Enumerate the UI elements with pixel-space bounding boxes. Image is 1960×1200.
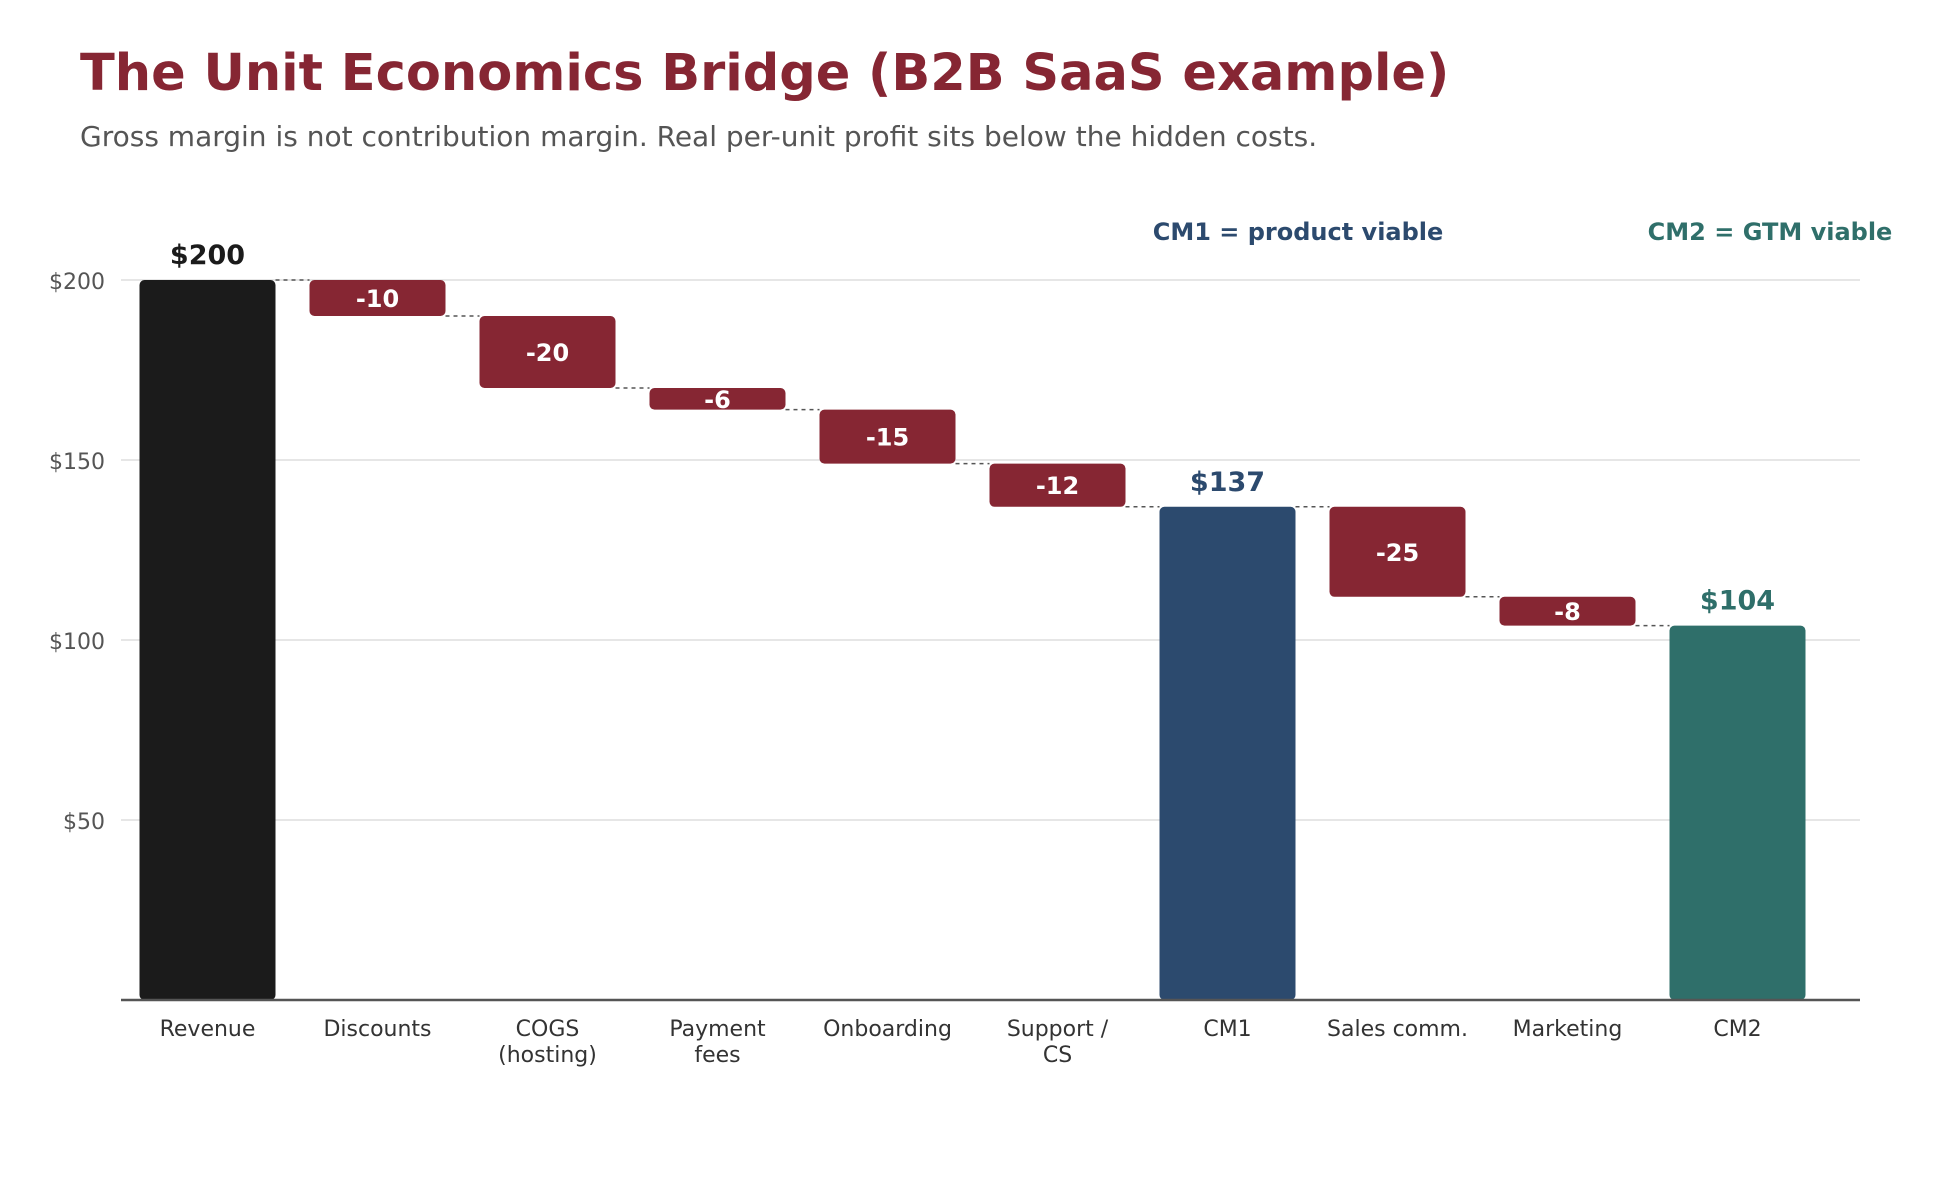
x-tick-label: Marketing [1513,1017,1623,1042]
x-tick-label: CM1 [1203,1017,1251,1042]
delta-label: -12 [1036,472,1079,500]
x-tick-label: Discounts [323,1017,431,1042]
bar-8 [1499,596,1636,626]
x-tick-label: Support / [1007,1017,1109,1042]
total-label: $104 [1700,586,1775,617]
delta-label: -20 [526,339,569,367]
bar-6 [1159,506,1296,1000]
delta-label: -10 [356,285,399,313]
x-tick-label: Onboarding [823,1017,952,1042]
x-tick-label: Sales comm. [1327,1017,1468,1042]
delta-label: -25 [1376,539,1419,567]
y-tick-label: $150 [49,450,105,475]
x-tick-label: Revenue [160,1017,256,1042]
y-tick-label: $200 [49,270,105,295]
annotation-label: CM1 = product viable [1153,218,1444,246]
delta-label: -6 [704,386,731,414]
bar-4 [819,409,956,464]
bar-9 [1669,625,1806,1000]
chart-title: The Unit Economics Bridge (B2B SaaS exam… [80,44,1450,103]
x-tick-label: COGS [516,1017,580,1042]
chart-subtitle: Gross margin is not contribution margin.… [80,120,1318,153]
x-tick-label: CS [1043,1043,1072,1068]
x-tick-label: CM2 [1713,1017,1761,1042]
delta-label: -15 [866,424,909,452]
delta-label: -8 [1554,598,1581,626]
y-tick-label: $50 [63,810,105,835]
bar-1 [309,280,446,316]
x-tick-label: (hosting) [498,1043,597,1068]
bar-7 [1329,506,1466,597]
total-label: $200 [170,240,245,271]
bar-5 [989,463,1126,507]
x-tick-label: Payment [669,1017,766,1042]
x-tick-label: fees [694,1043,740,1068]
y-tick-label: $100 [49,630,105,655]
bar-3 [649,388,786,410]
bar-2 [479,316,616,388]
bar-0 [139,280,276,1000]
annotation-label: CM2 = GTM viable [1648,218,1893,246]
total-label: $137 [1190,467,1265,498]
